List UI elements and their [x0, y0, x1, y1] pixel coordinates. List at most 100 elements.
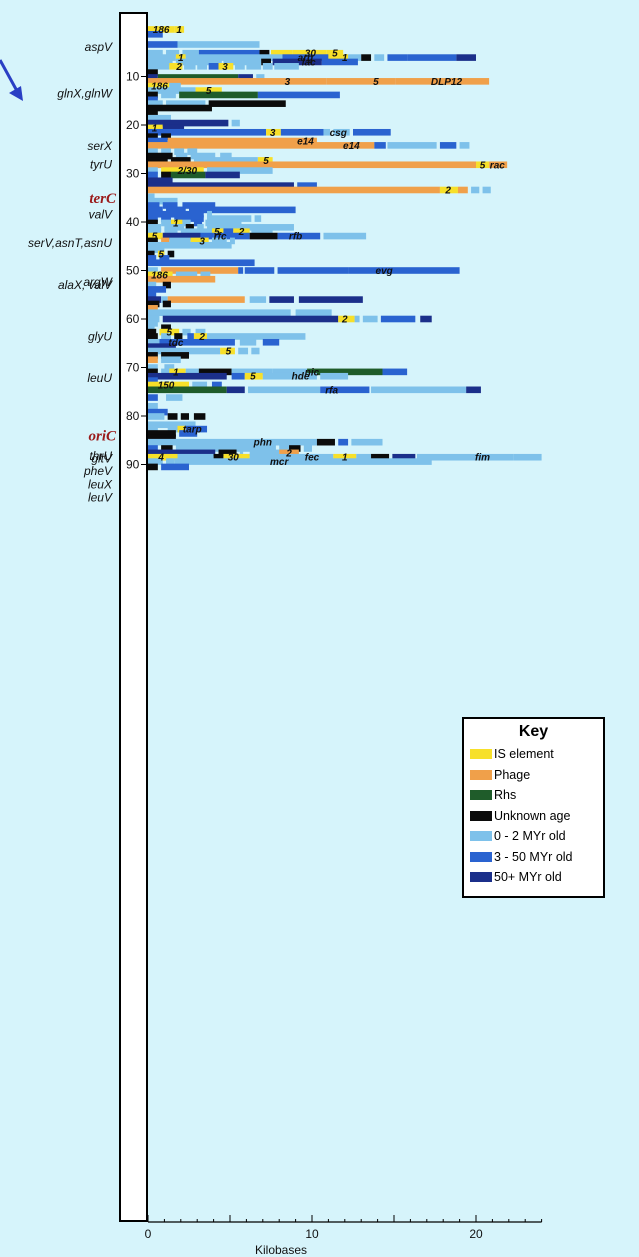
segment-bar [354, 315, 360, 323]
segment-bar [166, 394, 183, 401]
segment-bar [261, 58, 271, 66]
segment-bar [166, 206, 186, 214]
segment-bar [223, 453, 250, 461]
key-entry: IS element [464, 744, 603, 765]
segment-bar [189, 206, 296, 214]
segment-bar [162, 315, 339, 323]
segment-bar [148, 364, 158, 371]
segment-bar [148, 328, 157, 336]
segment-bar [182, 202, 216, 209]
map-tick-label: 80 [126, 409, 140, 423]
key-entry-label: Unknown age [494, 808, 571, 823]
segment-bar [230, 237, 235, 245]
labels-layer: aspV glnX,glnW serX tyrU valV serV,asnT,asnU a… [28, 40, 117, 505]
segment-label: 30 [305, 49, 317, 60]
segment-bar [371, 453, 390, 461]
segment-bar [182, 219, 191, 227]
segment-bar [307, 368, 383, 376]
segment-bar [233, 228, 250, 235]
segment-bar [148, 333, 158, 340]
segment-bar [323, 232, 367, 240]
segment-label: 1 [173, 218, 179, 229]
locus-label: leuV [88, 490, 113, 504]
segment-bar [148, 219, 158, 227]
segment-bar [148, 338, 160, 346]
segment-label: 5 [158, 250, 164, 261]
segment-label: hde [292, 372, 310, 383]
segment-bar [161, 91, 176, 99]
segment-bar [193, 157, 258, 164]
segment-bar [272, 58, 322, 66]
locus-label: gltV [91, 452, 113, 466]
segment-bar [380, 315, 416, 323]
segment-label: 1 [173, 367, 179, 378]
segment-bar [190, 237, 209, 245]
segment-bar [207, 224, 294, 231]
segment-bar [192, 381, 208, 389]
segment-bar [148, 458, 163, 465]
segment-bar [244, 267, 275, 274]
segment-bar [353, 128, 391, 136]
segment-bar [326, 49, 344, 57]
segment-bar [177, 453, 214, 461]
segment-bar [161, 333, 171, 340]
segment-bar [161, 148, 171, 155]
segment-bar [328, 54, 349, 61]
segment-bar [148, 49, 163, 57]
segment-label: tarp [183, 425, 202, 436]
segment-label: 186 [151, 82, 168, 93]
segment-bar [148, 445, 158, 452]
segment-bar [238, 74, 253, 81]
segment-bar [148, 161, 476, 169]
key-legend: Key IS element Phage Rhs Unknown age 0 - 2 M… [462, 717, 605, 898]
segment-bar [279, 445, 290, 452]
segment-bar [148, 193, 155, 201]
segment-bar [148, 343, 176, 350]
segment-bar [175, 152, 188, 160]
segment-bar [231, 368, 273, 376]
segment-bar [148, 381, 189, 389]
segment-bar [161, 356, 181, 364]
segment-bar [326, 78, 396, 85]
segment-bar [238, 267, 244, 274]
segment-bar [298, 296, 363, 303]
segment-bar [262, 63, 273, 70]
segment-bar [148, 291, 157, 299]
locus-label: leuX [88, 477, 113, 491]
segment-bar [213, 453, 224, 461]
segment-bar [175, 445, 276, 452]
segment-bar [200, 271, 211, 279]
key-entry-label: IS element [494, 747, 554, 762]
segment-bar [170, 157, 191, 164]
segment-bar [333, 128, 350, 136]
segment-bar [148, 463, 158, 471]
segment-bar [211, 228, 224, 235]
segment-bar [489, 161, 508, 169]
segment-bar [148, 119, 229, 127]
segment-bar [182, 49, 199, 57]
locus-label: serX [87, 139, 113, 153]
segment-bar [220, 152, 232, 160]
segment-bar [170, 219, 183, 227]
key-entry-label: Phage [494, 767, 531, 782]
segment-bar [184, 63, 196, 70]
segment-bar [177, 425, 186, 433]
segment-bar [320, 386, 370, 394]
segment-bar [218, 449, 237, 457]
segment-bar [420, 315, 432, 323]
key-swatch [470, 749, 492, 760]
segment-bar [148, 41, 178, 48]
segment-bar [148, 182, 294, 189]
segment-bar [213, 232, 250, 240]
segment-bar [179, 430, 198, 437]
segment-bar [148, 202, 160, 209]
segment-label: evg [376, 266, 393, 277]
map-tick-label: 60 [126, 312, 140, 326]
key-swatch [470, 810, 492, 821]
segment-bar [234, 63, 245, 70]
segment-bar [148, 96, 158, 104]
segment-bar [164, 224, 185, 231]
segment-bar [148, 408, 168, 416]
segment-label: 5 [263, 156, 269, 167]
